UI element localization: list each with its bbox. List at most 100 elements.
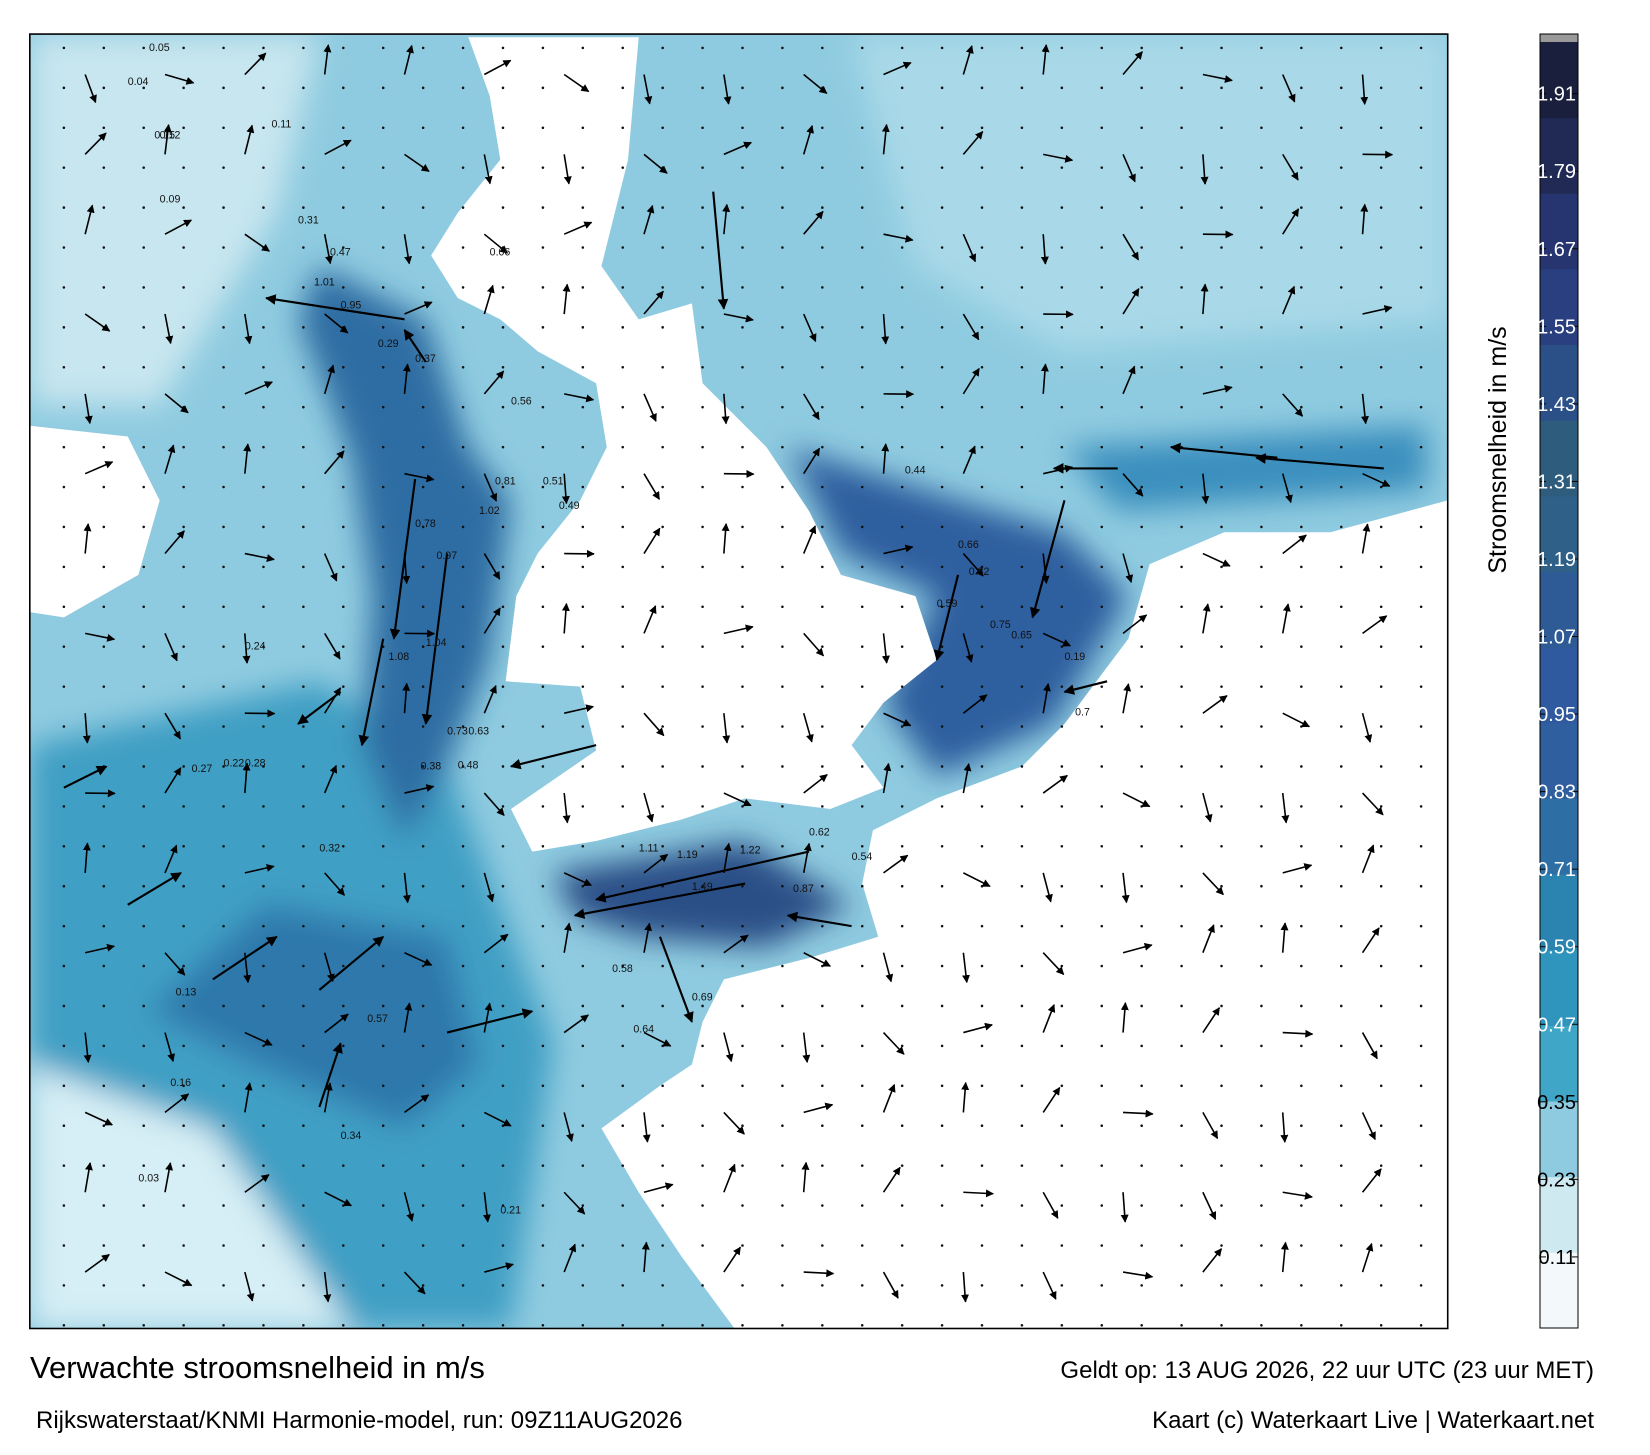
grid-dot	[1380, 486, 1383, 489]
grid-dot	[1100, 566, 1103, 569]
grid-dot	[1021, 725, 1024, 728]
grid-dot	[1100, 805, 1103, 808]
grid-dot	[1260, 406, 1263, 409]
grid-dot	[103, 366, 106, 369]
grid-dot	[1100, 765, 1103, 768]
grid-dot	[1300, 1005, 1303, 1008]
grid-dot	[1340, 605, 1343, 608]
grid-dot	[422, 925, 425, 928]
grid-dot	[741, 1085, 744, 1088]
grid-dot	[462, 925, 465, 928]
grid-dot	[1180, 925, 1183, 928]
grid-dot	[1180, 1085, 1183, 1088]
grid-dot	[63, 1204, 66, 1207]
grid-dot	[981, 1164, 984, 1167]
grid-dot	[941, 885, 944, 888]
grid-dot	[542, 1124, 545, 1127]
grid-dot	[701, 206, 704, 209]
grid-dot	[502, 1284, 505, 1287]
grid-dot	[382, 605, 385, 608]
grid-dot	[262, 925, 265, 928]
grid-dot	[342, 845, 345, 848]
grid-dot	[701, 925, 704, 928]
grid-dot	[1420, 126, 1423, 129]
grid-dot	[342, 206, 345, 209]
grid-dot	[582, 566, 585, 569]
grid-dot	[741, 725, 744, 728]
value-label: 0.16	[170, 1077, 191, 1089]
grid-dot	[1061, 87, 1064, 90]
grid-dot	[262, 1164, 265, 1167]
grid-dot	[1021, 526, 1024, 529]
grid-dot	[1260, 1244, 1263, 1247]
grid-dot	[262, 1085, 265, 1088]
grid-dot	[1180, 685, 1183, 688]
grid-dot	[741, 1244, 744, 1247]
grid-dot	[342, 566, 345, 569]
grid-dot	[222, 406, 225, 409]
value-label: 0.69	[692, 992, 713, 1004]
value-label: 0.24	[245, 640, 266, 652]
grid-dot	[222, 645, 225, 648]
colorbar-tick-label: 0.47	[1537, 1014, 1576, 1036]
grid-dot	[182, 765, 185, 768]
grid-dot	[1380, 605, 1383, 608]
grid-dot	[382, 1244, 385, 1247]
grid-dot	[502, 1324, 505, 1327]
grid-dot	[502, 566, 505, 569]
grid-dot	[542, 286, 545, 289]
grid-dot	[741, 1005, 744, 1008]
grid-dot	[741, 885, 744, 888]
grid-dot	[661, 446, 664, 449]
grid-dot	[422, 1005, 425, 1008]
grid-dot	[661, 645, 664, 648]
grid-dot	[661, 1164, 664, 1167]
grid-dot	[542, 406, 545, 409]
grid-dot	[502, 605, 505, 608]
grid-dot	[222, 326, 225, 329]
value-label: 0.15	[154, 129, 175, 141]
grid-dot	[741, 246, 744, 249]
value-label: 0.47	[330, 246, 351, 258]
grid-dot	[1140, 166, 1143, 169]
grid-dot	[1021, 605, 1024, 608]
grid-dot	[582, 286, 585, 289]
value-label: 0.75	[990, 619, 1011, 631]
grid-dot	[262, 166, 265, 169]
grid-dot	[1061, 326, 1064, 329]
grid-dot	[103, 126, 106, 129]
grid-dot	[901, 885, 904, 888]
grid-dot	[222, 126, 225, 129]
grid-dot	[1380, 765, 1383, 768]
grid-dot	[382, 566, 385, 569]
grid-dot	[1260, 685, 1263, 688]
value-label: 0.66	[958, 539, 979, 551]
grid-dot	[1140, 486, 1143, 489]
grid-dot	[182, 845, 185, 848]
grid-dot	[422, 1324, 425, 1327]
grid-dot	[1380, 1124, 1383, 1127]
grid-dot	[901, 87, 904, 90]
grid-dot	[781, 1324, 784, 1327]
grid-dot	[661, 526, 664, 529]
grid-dot	[542, 126, 545, 129]
value-label: 1.22	[740, 845, 761, 857]
grid-dot	[901, 206, 904, 209]
grid-dot	[1300, 1324, 1303, 1327]
grid-dot	[741, 765, 744, 768]
grid-dot	[1021, 1045, 1024, 1048]
grid-dot	[941, 1085, 944, 1088]
grid-dot	[621, 1284, 624, 1287]
grid-dot	[182, 1164, 185, 1167]
grid-dot	[941, 446, 944, 449]
grid-dot	[222, 1284, 225, 1287]
grid-dot	[1220, 645, 1223, 648]
grid-dot	[1300, 725, 1303, 728]
grid-dot	[1300, 486, 1303, 489]
grid-dot	[382, 326, 385, 329]
value-label: 0.65	[1011, 630, 1032, 642]
grid-dot	[1300, 87, 1303, 90]
grid-dot	[462, 286, 465, 289]
grid-dot	[1420, 47, 1423, 50]
grid-dot	[342, 406, 345, 409]
